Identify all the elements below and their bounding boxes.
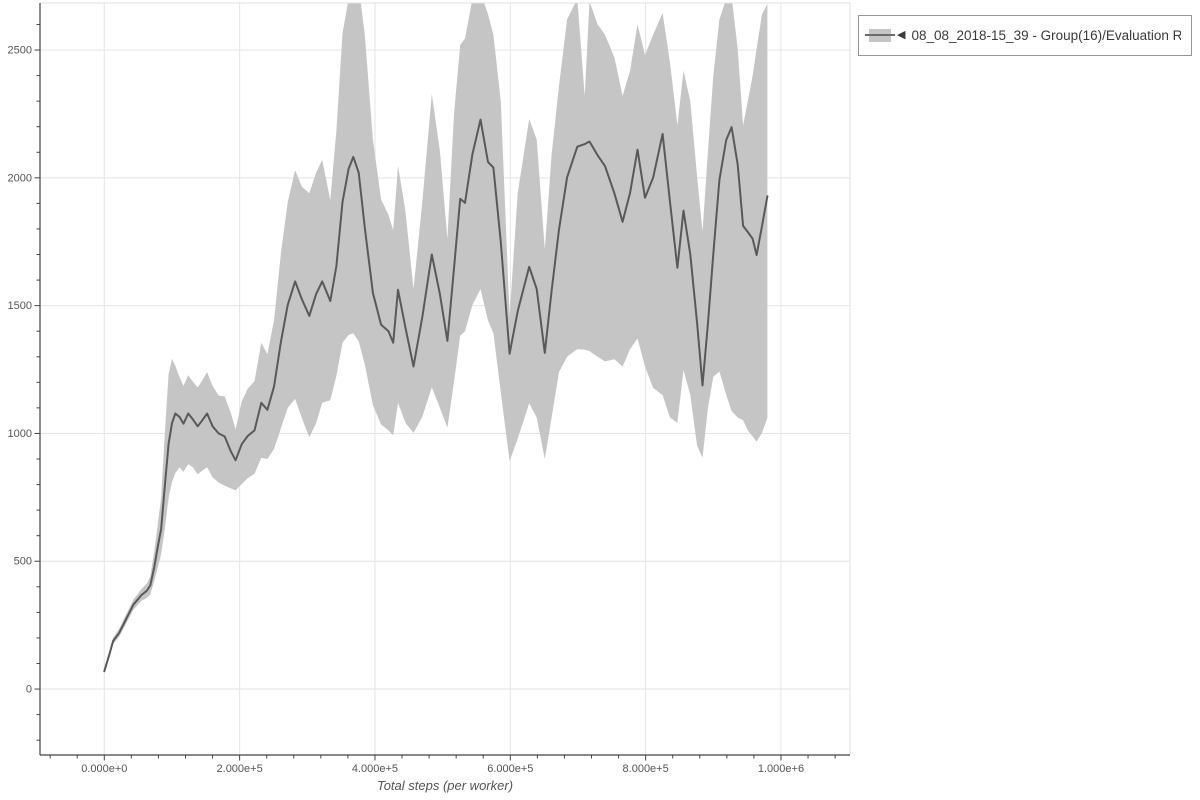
y-tick-label: 0 (26, 684, 32, 696)
x-tick-label: 0.000e+0 (81, 763, 127, 775)
x-tick-label: 8.000e+5 (623, 763, 669, 775)
legend-series-label: 08_08_2018-15_39 - Group(16)/Evaluation … (911, 28, 1181, 43)
x-axis-title: Total steps (per worker) (377, 778, 513, 793)
legend-line-swatch-icon (865, 34, 895, 36)
x-tick-label: 2.000e+5 (217, 763, 263, 775)
collapse-arrow-icon[interactable]: ◀ (897, 29, 906, 41)
y-tick-label: 1000 (8, 428, 32, 440)
y-tick-label: 500 (14, 556, 32, 568)
x-tick-label: 1.000e+6 (758, 763, 804, 775)
y-tick-label: 1500 (8, 300, 32, 312)
legend-band-swatch-icon (865, 29, 895, 42)
mean-line (103, 118, 769, 673)
x-tick-label: 4.000e+5 (352, 763, 398, 775)
y-tick-label: 2500 (8, 45, 32, 57)
confidence-band (104, 3, 768, 674)
y-tick-label: 2000 (8, 172, 32, 184)
x-tick-label: 6.000e+5 (487, 763, 533, 775)
legend-item[interactable]: ◀ 08_08_2018-15_39 - Group(16)/Evaluatio… (858, 15, 1192, 56)
